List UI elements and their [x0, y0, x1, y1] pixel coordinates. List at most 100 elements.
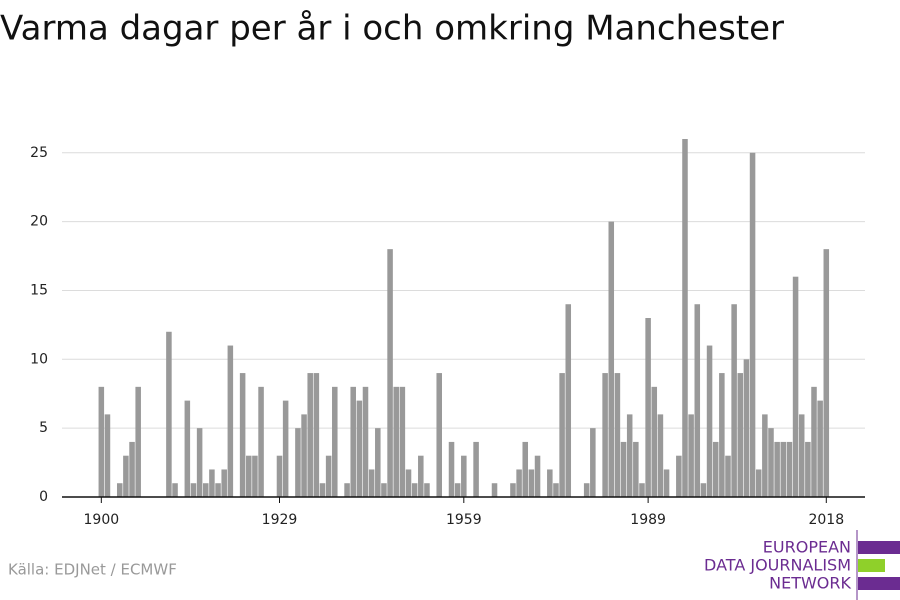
- bar: [356, 400, 363, 497]
- bar: [282, 400, 289, 497]
- bar: [381, 483, 387, 497]
- bar: [614, 373, 621, 497]
- bar: [737, 373, 744, 497]
- bar: [491, 483, 498, 497]
- bar: [227, 345, 234, 497]
- bar: [657, 414, 664, 497]
- bar: [663, 469, 670, 497]
- bar: [276, 455, 283, 497]
- bar: [755, 469, 762, 497]
- bar: [411, 483, 418, 497]
- y-tick-label: 10: [30, 351, 48, 367]
- bar: [295, 428, 301, 497]
- bar: [590, 428, 596, 497]
- bar: [344, 483, 350, 497]
- bar: [332, 386, 338, 497]
- bar: [811, 386, 817, 497]
- bar: [252, 455, 258, 497]
- bar: [731, 304, 737, 497]
- x-tick-label: 1929: [262, 512, 298, 528]
- bar: [307, 373, 313, 497]
- bar: [448, 441, 455, 497]
- bar: [98, 386, 105, 497]
- bar: [682, 139, 688, 497]
- bar: [786, 441, 793, 497]
- bar: [823, 249, 830, 497]
- bar: [203, 483, 209, 497]
- bar: [725, 455, 731, 497]
- bar: [792, 276, 799, 497]
- bar: [209, 469, 215, 497]
- bar: [602, 373, 608, 497]
- bar: [424, 483, 430, 497]
- bar: [774, 441, 780, 497]
- bar: [135, 386, 141, 497]
- y-tick-label: 20: [30, 214, 48, 230]
- logo-bar: [858, 577, 900, 590]
- bar: [780, 441, 787, 497]
- y-tick-label: 0: [39, 489, 48, 505]
- logo-text: EUROPEAN: [763, 538, 851, 557]
- bar: [246, 455, 252, 497]
- bar: [768, 428, 774, 497]
- bar: [313, 373, 320, 497]
- bar: [473, 441, 479, 497]
- logo-bar: [858, 559, 885, 572]
- bar: [116, 483, 123, 497]
- x-tick-label: 1900: [84, 512, 120, 528]
- bar: [805, 441, 811, 497]
- bar: [399, 386, 406, 497]
- bar: [565, 304, 572, 497]
- bar: [547, 469, 553, 497]
- bar: [762, 414, 768, 497]
- bar: [418, 455, 424, 497]
- bar: [534, 455, 541, 497]
- logo-bar: [858, 541, 900, 554]
- bar: [368, 469, 375, 497]
- bar: [184, 400, 191, 497]
- bar: [719, 373, 725, 497]
- bar: [559, 373, 565, 497]
- bar: [510, 483, 516, 497]
- y-tick-label: 5: [39, 420, 48, 436]
- bar: [221, 469, 227, 497]
- bar: [798, 414, 805, 497]
- bar: [104, 414, 111, 497]
- bar: [215, 483, 221, 497]
- source: Källa: EDJNet / ECMWF: [8, 561, 177, 579]
- logo-text: NETWORK: [769, 574, 851, 593]
- chart-title: Varma dagar per år i och omkring Manches…: [0, 9, 784, 49]
- bar: [651, 386, 658, 497]
- bar: [123, 455, 129, 497]
- bar: [190, 483, 197, 497]
- bar: [749, 152, 756, 497]
- bar: [405, 469, 412, 497]
- y-tick-label: 25: [30, 145, 48, 161]
- bar: [608, 221, 615, 497]
- bar: [516, 469, 522, 497]
- logo-text: DATA JOURNALISM: [704, 556, 851, 575]
- bar: [700, 483, 707, 497]
- bar: [325, 455, 332, 497]
- bar: [258, 386, 264, 497]
- bar: [172, 483, 178, 497]
- bar: [712, 441, 719, 497]
- bar: [645, 318, 651, 497]
- bar: [301, 414, 307, 497]
- bar: [319, 483, 326, 497]
- bar: [553, 483, 559, 497]
- bar: [743, 359, 750, 497]
- y-tick-label: 15: [30, 282, 48, 298]
- bar: [688, 414, 694, 497]
- bar: [633, 441, 639, 497]
- x-tick-label: 1959: [446, 512, 482, 528]
- bar: [350, 386, 356, 497]
- bar: [393, 386, 399, 497]
- x-tick-label: 2018: [808, 512, 844, 528]
- bar: [196, 428, 203, 497]
- bar: [129, 441, 135, 497]
- bar: [239, 373, 246, 497]
- bar: [639, 483, 645, 497]
- bar: [461, 455, 467, 497]
